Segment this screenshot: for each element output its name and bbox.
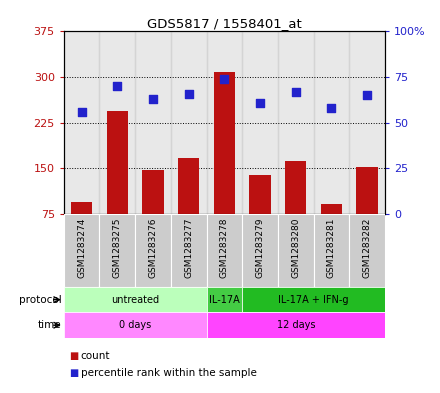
Bar (242, 214, 278, 287)
Bar (178, 158, 199, 214)
Text: untreated: untreated (111, 295, 159, 305)
Point (185, 90, 192, 97)
Bar (135, 31, 171, 214)
Text: GSM1283281: GSM1283281 (327, 218, 336, 278)
Bar (106, 111, 128, 214)
Bar (99, 214, 135, 287)
Bar (99, 31, 135, 214)
Text: GSM1283278: GSM1283278 (220, 218, 229, 278)
Point (150, 96, 157, 102)
Bar (314, 31, 349, 214)
Bar (278, 31, 314, 214)
Bar (349, 214, 385, 287)
Text: GSM1283274: GSM1283274 (77, 218, 86, 278)
Bar (171, 31, 206, 214)
Bar (349, 31, 385, 214)
Bar (142, 170, 164, 214)
Bar (321, 204, 342, 214)
Text: GSM1283282: GSM1283282 (363, 218, 372, 278)
Text: count: count (81, 351, 110, 361)
Bar (206, 312, 385, 338)
Bar (249, 174, 271, 214)
Bar (285, 161, 307, 214)
Text: IL-17A: IL-17A (209, 295, 240, 305)
Bar (64, 312, 206, 338)
Text: GSM1283279: GSM1283279 (256, 218, 264, 278)
Point (221, 76, 228, 82)
Text: protocol: protocol (19, 295, 62, 305)
Bar (206, 31, 242, 214)
Text: IL-17A + IFN-g: IL-17A + IFN-g (279, 295, 349, 305)
Point (257, 99, 264, 106)
Text: GSM1283276: GSM1283276 (149, 218, 158, 278)
Bar (64, 31, 99, 214)
Text: 12 days: 12 days (276, 320, 315, 330)
Bar (356, 167, 378, 214)
Point (78, 109, 85, 115)
Text: percentile rank within the sample: percentile rank within the sample (81, 368, 257, 378)
Text: GSM1283275: GSM1283275 (113, 218, 122, 278)
Point (114, 83, 121, 90)
Bar (214, 72, 235, 214)
Bar (242, 287, 385, 312)
Title: GDS5817 / 1558401_at: GDS5817 / 1558401_at (147, 17, 302, 30)
Text: ■: ■ (69, 351, 78, 361)
Point (363, 92, 370, 99)
Bar (64, 214, 99, 287)
Bar (242, 31, 278, 214)
Point (292, 88, 299, 95)
Bar (278, 214, 314, 287)
Text: ■: ■ (69, 368, 78, 378)
Bar (206, 214, 242, 287)
Text: GSM1283277: GSM1283277 (184, 218, 193, 278)
Bar (64, 287, 206, 312)
Bar (314, 214, 349, 287)
Bar (171, 214, 206, 287)
Bar (71, 202, 92, 214)
Bar (135, 214, 171, 287)
Text: GSM1283280: GSM1283280 (291, 218, 300, 278)
Text: time: time (38, 320, 62, 330)
Point (328, 105, 335, 111)
Text: 0 days: 0 days (119, 320, 151, 330)
Bar (206, 287, 242, 312)
